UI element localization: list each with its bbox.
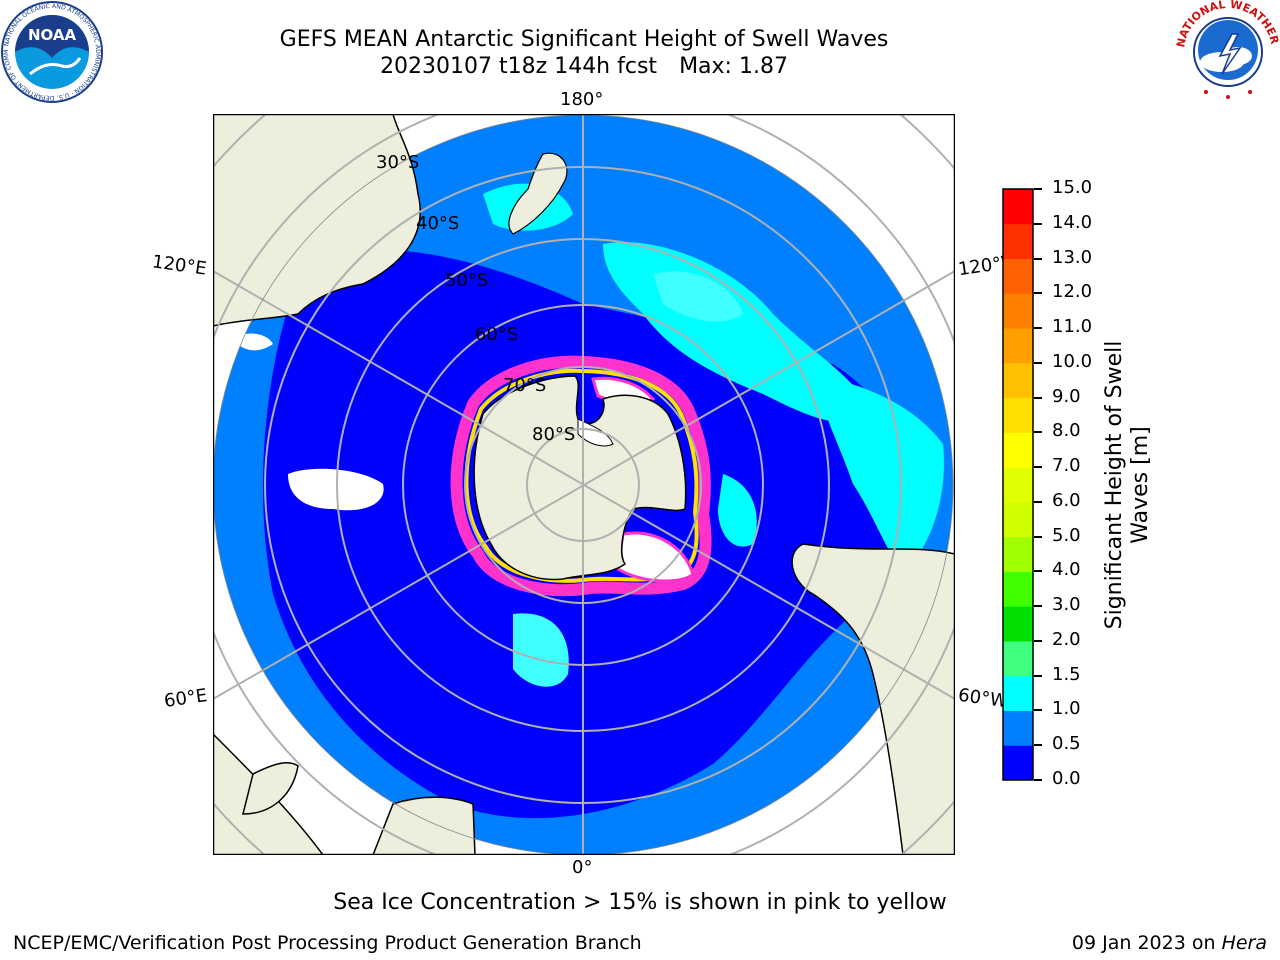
- colorbar-tick-label: 15.0: [1052, 177, 1093, 198]
- colorbar-tick-mark: [1034, 674, 1042, 677]
- colorbar-tick-mark: [1034, 361, 1042, 364]
- colorbar: [1002, 188, 1034, 781]
- lat-label-60s: 60°S: [475, 324, 519, 345]
- colorbar-segment: [1003, 293, 1033, 329]
- forecast-info: 20230107 t18z 144h fcst: [380, 54, 658, 79]
- colorbar-tick-label: 0.0: [1052, 768, 1081, 789]
- colorbar-tick-label: 4.0: [1052, 559, 1081, 581]
- colorbar-segment: [1003, 710, 1033, 746]
- colorbar-tick-mark: [1034, 431, 1042, 434]
- graticule: [213, 114, 955, 855]
- colorbar-label: Significant Height of Swell Waves [m]: [1102, 341, 1154, 630]
- colorbar-label-line2: Waves [m]: [1128, 426, 1153, 544]
- colorbar-tick-mark: [1034, 327, 1042, 330]
- colorbar-tick-label: 8.0: [1052, 420, 1081, 442]
- colorbar-tick-mark: [1034, 500, 1042, 503]
- madagascar-landmass: [242, 762, 299, 815]
- colorbar-tick-label: 12.0: [1052, 281, 1093, 303]
- colorbar-tick-mark: [1034, 466, 1042, 469]
- colorbar-segment: [1003, 258, 1033, 294]
- lon-label-120e: 120°E: [150, 251, 208, 280]
- lat-label-70s: 70°S: [503, 375, 547, 396]
- colorbar-tick-mark: [1034, 570, 1042, 573]
- colorbar-tick-mark: [1034, 744, 1042, 747]
- lat-label-40s: 40°S: [416, 213, 460, 234]
- colorbar-tick-mark: [1034, 188, 1042, 190]
- lat-label-80s: 80°S: [532, 424, 576, 445]
- noaa-logo: NATIONAL OCEANIC AND ATMOSPHERIC ADMINIS…: [0, 0, 103, 103]
- colorbar-tick-mark: [1034, 709, 1042, 712]
- colorbar-tick-mark: [1034, 292, 1042, 295]
- polar-map: [213, 114, 955, 855]
- colorbar-segment: [1003, 432, 1033, 468]
- colorbar-tick-label: 9.0: [1052, 385, 1081, 407]
- footer-date-text: 09 Jan 2023 on: [1071, 932, 1222, 954]
- lat-label-50s: 50°S: [445, 270, 489, 291]
- colorbar-segment: [1003, 501, 1033, 538]
- svg-text:NOAA: NOAA: [28, 26, 77, 44]
- colorbar-tick-label: 1.0: [1052, 698, 1081, 720]
- lat-label-30s: 30°S: [376, 152, 420, 173]
- colorbar-label-line1: Significant Height of Swell: [1102, 340, 1127, 630]
- colorbar-tick-mark: [1034, 779, 1042, 781]
- colorbar-segment: [1003, 328, 1033, 364]
- footer-date: 09 Jan 2023 on Hera: [1072, 932, 1267, 954]
- lon-label-180: 180°: [560, 89, 604, 110]
- new-zealand-landmass: [508, 152, 568, 235]
- colorbar-tick-label: 10.0: [1052, 350, 1093, 372]
- colorbar-tick-label: 13.0: [1052, 246, 1093, 268]
- colorbar-tick-label: 0.5: [1052, 733, 1081, 755]
- colorbar-segment: [1003, 640, 1033, 677]
- max-value: Max: 1.87: [679, 54, 788, 79]
- colorbar-tick-label: 3.0: [1052, 594, 1081, 616]
- colorbar-tick-label: 11.0: [1052, 316, 1093, 338]
- colorbar-tick-label: 7.0: [1052, 455, 1081, 477]
- chart-subtitle: 20230107 t18z 144h fcst Max: 1.87: [0, 54, 1168, 80]
- antarctica-landmass: [473, 375, 687, 581]
- sea-ice-band: [450, 355, 712, 597]
- colorbar-segment: [1003, 362, 1033, 399]
- colorbar-segment: [1003, 397, 1033, 433]
- colorbar-tick-mark: [1034, 257, 1042, 260]
- colorbar-tick-label: 2.0: [1052, 628, 1081, 650]
- sea-ice-caption: Sea Ice Concentration > 15% is shown in …: [333, 890, 947, 915]
- colorbar-tick-label: 6.0: [1052, 489, 1081, 511]
- colorbar-segment: [1003, 536, 1033, 572]
- colorbar-tick-mark: [1034, 639, 1042, 642]
- footer-credit: NCEP/EMC/Verification Post Processing Pr…: [13, 932, 642, 954]
- no-data-region: [288, 468, 384, 511]
- colorbar-tick-mark: [1034, 222, 1042, 225]
- colorbar-tick-label: 1.5: [1052, 663, 1081, 685]
- chart-title: GEFS MEAN Antarctic Significant Height o…: [279, 27, 889, 52]
- lon-label-60e: 60°E: [162, 685, 209, 712]
- colorbar-segment: [1003, 467, 1033, 503]
- colorbar-segment: [1003, 606, 1033, 642]
- colorbar-tick-mark: [1034, 605, 1042, 608]
- colorbar-segment: [1003, 223, 1033, 260]
- lon-label-0: 0°: [572, 857, 593, 878]
- colorbar-tick-mark: [1034, 396, 1042, 399]
- colorbar-tick-label: 14.0: [1052, 211, 1093, 233]
- colorbar-segment: [1003, 745, 1033, 781]
- colorbar-segment: [1003, 675, 1033, 711]
- colorbar-tick-label: 5.0: [1052, 524, 1081, 546]
- colorbar-tick-mark: [1034, 535, 1042, 538]
- footer-host: Hera: [1221, 932, 1267, 954]
- colorbar-segment: [1003, 571, 1033, 607]
- colorbar-segment: [1003, 189, 1033, 225]
- nws-logo: NATIONAL WEATHER SERVICE: [1176, 0, 1280, 102]
